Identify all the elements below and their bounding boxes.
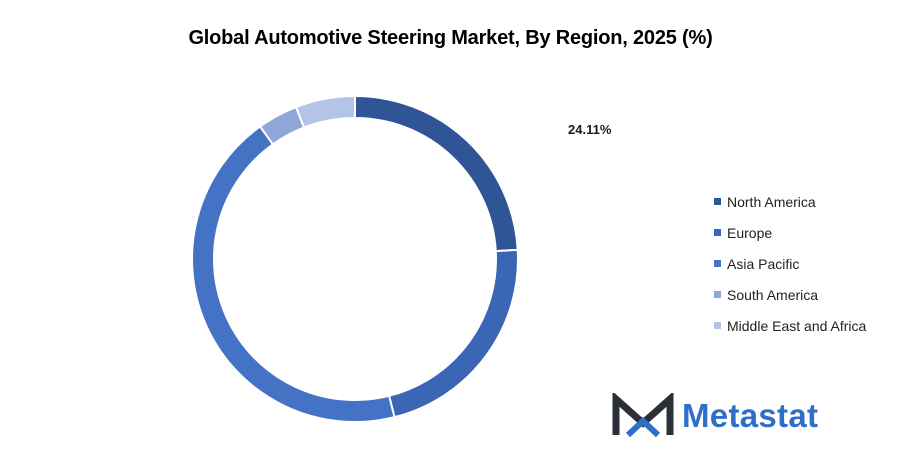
legend-swatch: [714, 198, 721, 205]
data-label-north-america: 24.11%: [568, 122, 612, 137]
legend-label: South America: [727, 286, 819, 303]
legend-label: Europe: [727, 224, 773, 241]
slice-north-america: [354, 94, 519, 253]
chart-title: Global Automotive Steering Market, By Re…: [188, 27, 713, 49]
slice-middle-east-africa: [294, 94, 356, 129]
legend-item-north-america: North America: [714, 186, 866, 217]
legend-swatch: [714, 291, 721, 298]
legend-item-europe: Europe: [714, 217, 866, 248]
metastat-m-logo-icon: [612, 393, 674, 438]
legend-swatch: [714, 260, 721, 267]
brand-name: Metastat: [682, 397, 819, 434]
legend-swatch: [714, 229, 721, 236]
legend-label: Middle East and Africa: [727, 317, 867, 334]
legend-item-middle-east-africa: Middle East and Africa: [714, 310, 866, 341]
legend-label: North America: [727, 193, 816, 210]
brand-logo: Metastat: [610, 393, 818, 439]
legend: North America Europe Asia Pacific South …: [714, 186, 866, 341]
slice-asia-pacific: [191, 125, 396, 423]
legend-item-asia-pacific: Asia Pacific: [714, 248, 866, 279]
legend-label: Asia Pacific: [727, 255, 800, 272]
legend-swatch: [714, 322, 721, 329]
legend-item-south-america: South America: [714, 279, 866, 310]
slice-europe: [387, 248, 519, 419]
